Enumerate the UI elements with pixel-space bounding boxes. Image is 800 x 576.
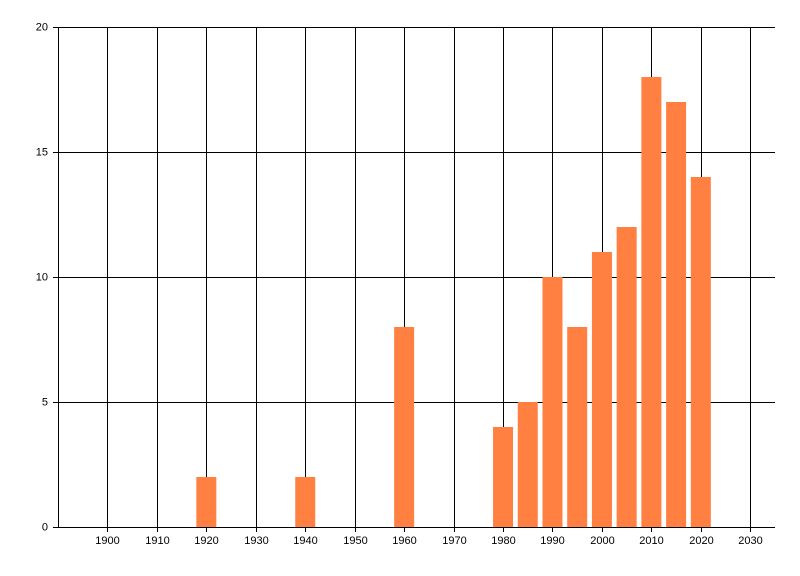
x-tick-label: 2000 <box>590 535 614 547</box>
x-tick-label: 1950 <box>343 535 367 547</box>
y-tick-label: 10 <box>36 271 48 283</box>
bar <box>690 177 711 527</box>
bar <box>196 477 217 527</box>
x-tick-label: 1940 <box>293 535 317 547</box>
y-tick-label: 20 <box>36 21 48 33</box>
bar <box>542 277 563 527</box>
x-tick-label: 1990 <box>540 535 564 547</box>
bar <box>295 477 316 527</box>
x-tick-label: 1900 <box>95 535 119 547</box>
x-tick-label: 2020 <box>689 535 713 547</box>
bar <box>616 227 637 527</box>
x-tick-label: 2010 <box>639 535 663 547</box>
x-tick-label: 1980 <box>491 535 515 547</box>
bar <box>641 77 662 527</box>
y-tick-label: 0 <box>42 521 48 533</box>
x-tick-label: 1960 <box>392 535 416 547</box>
x-tick-label: 2030 <box>738 535 762 547</box>
x-tick-label: 1920 <box>194 535 218 547</box>
bar <box>517 402 538 527</box>
y-tick-label: 5 <box>42 396 48 408</box>
y-tick-label: 15 <box>36 146 48 158</box>
x-tick-label: 1910 <box>145 535 169 547</box>
bar <box>567 327 588 527</box>
bar <box>591 252 612 527</box>
bar <box>666 102 687 527</box>
bar <box>394 327 415 527</box>
x-tick-label: 1930 <box>244 535 268 547</box>
x-tick-label: 1970 <box>442 535 466 547</box>
bar <box>493 427 514 527</box>
